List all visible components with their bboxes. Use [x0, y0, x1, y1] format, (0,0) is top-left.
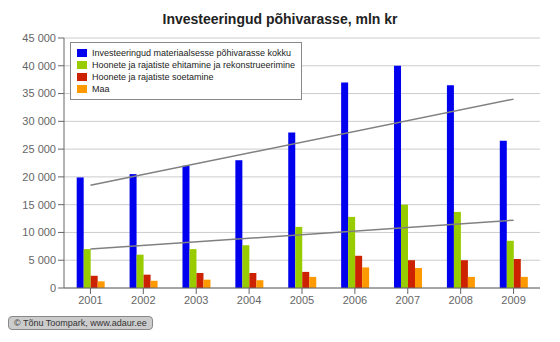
html-text:Hoonete ja rajatiste ehitamine: Hoonete ja rajatiste ehitamine ja rekons… [92, 60, 296, 70]
svg-text:2008: 2008 [448, 294, 472, 306]
svg-text:2003: 2003 [184, 294, 208, 306]
svg-text:20 000: 20 000 [22, 171, 56, 183]
html-text:Hoonete ja rajatiste soetamine: Hoonete ja rajatiste soetamine [92, 72, 214, 82]
svg-text:45 000: 45 000 [22, 32, 56, 44]
svg-text:40 000: 40 000 [22, 60, 56, 72]
svg-text:15 000: 15 000 [22, 199, 56, 211]
svg-text:35 000: 35 000 [22, 87, 56, 99]
html-text:Investeeringud materiaalsesse: Investeeringud materiaalsesse põhivarass… [92, 48, 292, 58]
svg-text:5 000: 5 000 [28, 254, 56, 266]
html-text:Maa: Maa [92, 84, 110, 94]
svg-text:2007: 2007 [396, 294, 420, 306]
html-text:© Tõnu Toompark, www.adaur.ee: © Tõnu Toompark, www.adaur.ee [14, 318, 147, 328]
svg-text:25 000: 25 000 [22, 143, 56, 155]
svg-text:2006: 2006 [343, 294, 367, 306]
svg-text:30 000: 30 000 [22, 115, 56, 127]
svg-text:10 000: 10 000 [22, 226, 56, 238]
svg-text:2002: 2002 [131, 294, 155, 306]
svg-text:0: 0 [50, 282, 56, 294]
svg-text:2004: 2004 [237, 294, 261, 306]
svg-text:2001: 2001 [78, 294, 102, 306]
svg-text:2009: 2009 [501, 294, 525, 306]
html-text:Investeeringud põhivarasse, ml: Investeeringud põhivarasse, mln kr [162, 11, 398, 27]
svg-text:2005: 2005 [290, 294, 314, 306]
